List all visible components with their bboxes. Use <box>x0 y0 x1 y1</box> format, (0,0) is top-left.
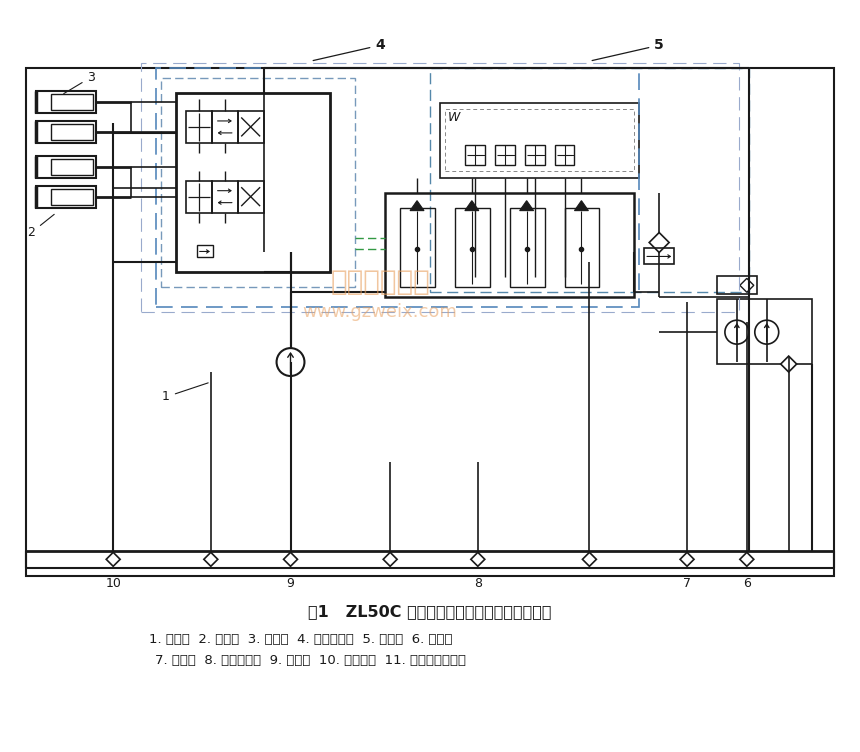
Bar <box>644 248 674 265</box>
Bar <box>510 208 544 287</box>
Polygon shape <box>106 553 120 566</box>
Polygon shape <box>384 553 397 566</box>
Bar <box>176 93 330 272</box>
Bar <box>525 145 544 165</box>
Bar <box>237 180 264 213</box>
Bar <box>455 208 490 287</box>
Bar <box>564 208 599 287</box>
Bar <box>212 180 237 213</box>
Bar <box>197 245 212 257</box>
Bar <box>237 111 264 143</box>
Circle shape <box>277 348 304 376</box>
Polygon shape <box>204 553 218 566</box>
Text: 10: 10 <box>105 577 121 590</box>
Bar <box>430 68 749 293</box>
Text: W: W <box>448 111 460 125</box>
Text: 精通维修下载: 精通维修下载 <box>330 268 430 296</box>
Text: 8: 8 <box>474 577 482 590</box>
Bar <box>555 145 574 165</box>
Bar <box>161 78 355 287</box>
Polygon shape <box>740 278 754 293</box>
Polygon shape <box>649 232 669 253</box>
Bar <box>52 159 93 174</box>
Bar <box>494 145 514 165</box>
Text: 9: 9 <box>286 577 294 590</box>
Bar <box>141 63 739 312</box>
Bar <box>440 103 639 177</box>
Bar <box>52 94 93 110</box>
Polygon shape <box>519 201 533 211</box>
Polygon shape <box>465 201 479 211</box>
Bar <box>52 124 93 140</box>
Polygon shape <box>284 553 298 566</box>
Text: 4: 4 <box>313 38 385 61</box>
Polygon shape <box>410 201 424 211</box>
Bar <box>52 189 93 205</box>
Polygon shape <box>470 553 485 566</box>
Bar <box>445 109 634 171</box>
Text: 1. 工作泵  2. 铲斗缸  3. 动臂缸  4. 多路换向阀  5. 先导阀  6. 转向泵: 1. 工作泵 2. 铲斗缸 3. 动臂缸 4. 多路换向阀 5. 先导阀 6. … <box>149 632 452 645</box>
Text: 6: 6 <box>743 577 751 590</box>
Bar <box>212 111 237 143</box>
Bar <box>27 68 833 576</box>
Bar <box>156 68 639 308</box>
Bar <box>36 156 96 177</box>
Text: 7: 7 <box>683 577 691 590</box>
Polygon shape <box>781 356 796 372</box>
Polygon shape <box>740 553 754 566</box>
Bar <box>717 299 812 364</box>
Bar <box>400 208 435 287</box>
Polygon shape <box>680 553 694 566</box>
Circle shape <box>755 320 778 344</box>
Polygon shape <box>574 201 588 211</box>
Bar <box>36 186 96 208</box>
Circle shape <box>725 320 749 344</box>
Bar <box>385 193 634 297</box>
Text: 1: 1 <box>162 383 208 403</box>
Polygon shape <box>582 553 596 566</box>
Text: 5: 5 <box>593 38 664 61</box>
Text: 3: 3 <box>64 71 95 93</box>
Text: www.gzweix.com: www.gzweix.com <box>303 303 458 321</box>
Bar <box>36 121 96 143</box>
Bar <box>186 111 212 143</box>
Bar <box>717 277 757 294</box>
Text: 7. 先导泵  8. 压力选择阀  9. 滤油器  10. 液压油箱  11. 过载阀及补油阀: 7. 先导泵 8. 压力选择阀 9. 滤油器 10. 液压油箱 11. 过载阀及… <box>155 654 466 668</box>
Bar <box>186 180 212 213</box>
Text: 图1   ZL50C 型装载机工作装置液压系统原理图: 图1 ZL50C 型装载机工作装置液压系统原理图 <box>308 604 552 619</box>
Bar <box>36 91 96 113</box>
Text: 2: 2 <box>28 214 54 239</box>
Bar <box>465 145 485 165</box>
